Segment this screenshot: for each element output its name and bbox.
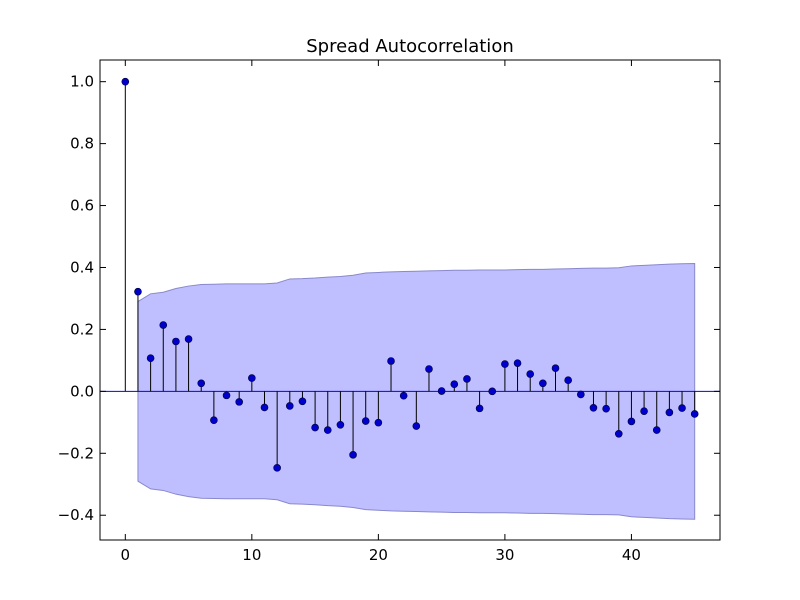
data-point	[425, 365, 433, 373]
data-point	[248, 374, 256, 382]
data-point	[273, 464, 281, 472]
y-axis: −0.4 −0.2 0.0 0.2 0.4 0.6 0.8 1.0	[58, 73, 720, 524]
data-point	[399, 391, 408, 400]
data-point	[121, 77, 130, 86]
chart-title: Spread Autocorrelation	[306, 36, 513, 57]
data-point	[475, 404, 484, 413]
data-point	[374, 418, 383, 427]
data-point	[336, 420, 345, 429]
y-tick-label: −0.4	[58, 506, 94, 524]
data-point	[652, 426, 661, 434]
data-point	[602, 404, 610, 413]
x-axis: 0 10 20 30 40	[121, 60, 641, 564]
x-tick-label: 10	[242, 546, 261, 564]
data-point	[437, 387, 446, 395]
data-point	[412, 422, 421, 430]
data-point	[298, 397, 307, 406]
plot-area	[100, 77, 720, 520]
y-tick-label: 0.4	[70, 258, 94, 276]
data-point	[488, 387, 497, 396]
data-point	[387, 357, 395, 365]
y-tick-label: 0.2	[70, 320, 94, 338]
data-point	[627, 417, 636, 426]
data-point	[678, 404, 686, 412]
data-point	[146, 354, 155, 363]
data-point	[614, 429, 623, 438]
data-point	[260, 403, 269, 412]
data-point	[184, 335, 193, 343]
data-point	[463, 375, 471, 383]
stems-group	[124, 81, 696, 468]
x-tick-label: 20	[369, 546, 388, 564]
data-point	[564, 376, 572, 385]
x-tick-label: 40	[622, 546, 641, 564]
data-point	[513, 359, 522, 367]
data-point	[159, 321, 168, 329]
data-point	[285, 402, 294, 410]
plot-frame	[99, 59, 721, 541]
x-tick-label: 30	[495, 546, 514, 564]
data-point	[361, 417, 370, 425]
data-point	[526, 370, 535, 378]
data-point	[501, 360, 509, 368]
data-point	[222, 391, 231, 400]
data-point	[589, 403, 598, 412]
data-point	[539, 379, 547, 388]
data-point	[640, 407, 648, 415]
y-tick-label: 0.0	[70, 382, 94, 400]
y-tick-label: 0.8	[70, 135, 94, 153]
y-tick-label: 1.0	[70, 73, 94, 91]
data-point	[197, 379, 206, 388]
y-tick-label: −0.2	[58, 444, 94, 462]
data-point	[665, 408, 674, 417]
data-point	[134, 287, 142, 296]
data-point	[210, 416, 218, 424]
data-point	[172, 337, 180, 346]
data-point	[311, 423, 319, 432]
y-tick-label: 0.6	[70, 197, 94, 215]
data-point	[323, 426, 332, 434]
data-point	[577, 390, 585, 399]
data-point	[235, 398, 243, 406]
data-point	[690, 410, 699, 418]
markers-group	[121, 77, 699, 472]
data-point	[450, 380, 459, 389]
data-point	[551, 364, 560, 372]
x-tick-label: 0	[121, 546, 131, 564]
data-point	[349, 451, 357, 459]
